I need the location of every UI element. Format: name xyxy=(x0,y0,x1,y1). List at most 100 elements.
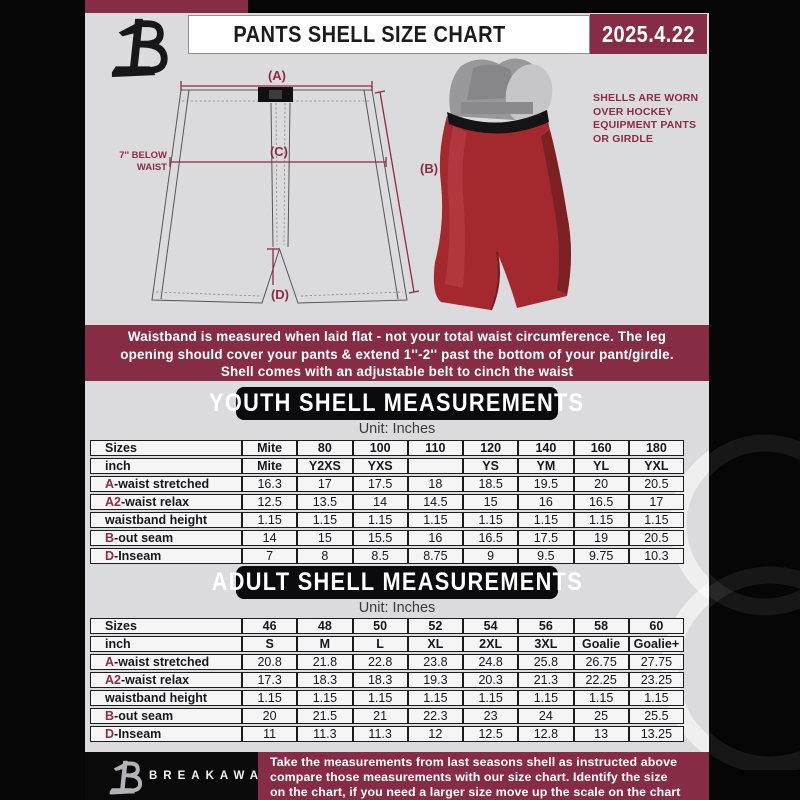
waist-note-line1: 7'' BELOW xyxy=(119,150,167,161)
cell: 120 xyxy=(463,440,519,456)
cell: 19 xyxy=(573,530,629,546)
cell: 19.5 xyxy=(518,476,574,492)
pants-photo-illustration xyxy=(433,58,571,311)
youth-section-title: YOUTH SHELL MEASUREMENTS xyxy=(209,389,585,417)
cell: 27.75 xyxy=(628,654,684,670)
label-a: (A) xyxy=(268,68,286,83)
table-row: waistband height 1.15 1.15 1.15 1.15 1.15 1.15… xyxy=(90,512,684,528)
cell: 1.15 xyxy=(352,512,408,528)
info-line: opening should cover your pants & extend… xyxy=(120,346,674,362)
date-text: 2025.4.22 xyxy=(602,20,695,47)
cell: 1.15 xyxy=(407,690,463,706)
cell: 19.3 xyxy=(407,672,463,688)
cell: 13.25 xyxy=(628,726,684,742)
cell: S xyxy=(242,636,298,652)
adult-section-title: ADULT SHELL MEASUREMENTS xyxy=(211,568,583,596)
table-row: B-out seam 20 21.5 21 22.3 23 24 25 25.5 xyxy=(90,708,684,724)
center-panel-left xyxy=(270,102,274,248)
table-row: A-waist stretched 20.8 21.8 22.8 23.8 24.8 25.… xyxy=(90,654,684,670)
cell: 20.3 xyxy=(463,672,519,688)
cell: 140 xyxy=(518,440,574,456)
cell: 12.5 xyxy=(463,726,519,742)
cell: 24 xyxy=(518,708,574,724)
info-line: Waistband is measured when laid flat - n… xyxy=(127,329,667,344)
cell: 13.5 xyxy=(297,494,353,510)
right-side-seam xyxy=(363,89,399,300)
cell: Mite xyxy=(242,458,298,474)
cell: 8.5 xyxy=(352,548,408,564)
side-note-line: OR GIRDLE xyxy=(593,132,654,145)
red-shell-highlight xyxy=(445,126,467,288)
cell: 80 xyxy=(297,440,353,456)
cell: Goalie xyxy=(573,636,629,652)
label-d: (D) xyxy=(271,287,289,302)
cell: 18.5 xyxy=(463,476,519,492)
cell: 20.5 xyxy=(628,476,684,492)
cell: 24.8 xyxy=(463,654,519,670)
adult-size-table: Sizes 46 48 50 52 54 56 58 60 inch S M L XL 2XL 3XL Goal… xyxy=(90,616,684,744)
measure-line-b xyxy=(374,90,420,294)
cell: 21 xyxy=(352,708,408,724)
cell: 14 xyxy=(352,494,408,510)
table-row: waistband height 1.15 1.15 1.15 1.15 1.15 1.15… xyxy=(90,690,684,706)
measure-line-d xyxy=(267,248,279,285)
cell: 17.3 xyxy=(242,672,298,688)
cell: 60 xyxy=(628,618,684,634)
cell: 16.5 xyxy=(463,530,519,546)
table-row: inch S M L XL 2XL 3XL Goalie Goalie+ xyxy=(90,636,684,652)
cell: 11.3 xyxy=(352,726,408,742)
cell: 18.3 xyxy=(352,672,408,688)
cell: M xyxy=(297,636,353,652)
cell: 7 xyxy=(242,548,298,564)
row-label: A2-waist relax xyxy=(90,672,242,688)
shell-waistband xyxy=(447,110,549,134)
page-title-text: PANTS SHELL SIZE CHART xyxy=(233,21,506,47)
cell: 14.5 xyxy=(407,494,463,510)
table-row: D-Inseam 11 11.3 11.3 12 12.5 12.8 13 13.25 xyxy=(90,726,684,742)
table-row: Sizes Mite 80 100 110 120 140 160 180 xyxy=(90,440,684,456)
cell: 20 xyxy=(573,476,629,492)
cell: 20.5 xyxy=(628,530,684,546)
cell: 1.15 xyxy=(573,512,629,528)
left-side-seam xyxy=(160,89,190,300)
cell: 56 xyxy=(518,618,574,634)
cell: 110 xyxy=(407,440,463,456)
cell: 13 xyxy=(573,726,629,742)
center-panel-right xyxy=(287,102,291,248)
cell: 23 xyxy=(463,708,519,724)
measure-line-c xyxy=(169,157,387,167)
girdle-shadow xyxy=(467,64,513,100)
cell: YM xyxy=(518,458,574,474)
cell: 1.15 xyxy=(463,512,519,528)
cell: 46 xyxy=(242,618,298,634)
cell: 1.15 xyxy=(297,690,353,706)
side-note-line: OVER HOCKEY xyxy=(593,105,673,118)
cell: YXL xyxy=(628,458,684,474)
row-label: A2-waist relax xyxy=(90,494,242,510)
footer-note-line: compare those measurements with our size… xyxy=(270,770,668,784)
cell: 16.3 xyxy=(242,476,298,492)
cell: 17.5 xyxy=(352,476,408,492)
cell: 1.15 xyxy=(463,690,519,706)
cell: 1.15 xyxy=(297,512,353,528)
cell: 9.75 xyxy=(573,548,629,564)
measure-line-a xyxy=(180,81,373,91)
youth-unit-label: Unit: Inches xyxy=(358,421,436,437)
cell: 1.15 xyxy=(573,690,629,706)
cell: 2XL xyxy=(463,636,519,652)
cell: 21.3 xyxy=(518,672,574,688)
cell: 22.25 xyxy=(573,672,629,688)
cell: Mite xyxy=(242,440,298,456)
footer-note-line: on the chart, if you need a larger size … xyxy=(270,785,681,799)
cell: 20.8 xyxy=(242,654,298,670)
cell: 23.8 xyxy=(407,654,463,670)
adult-unit-label: Unit: Inches xyxy=(358,600,436,616)
cell: 26.75 xyxy=(573,654,629,670)
top-black-stripe xyxy=(248,0,709,13)
cell: 10.3 xyxy=(628,548,684,564)
side-note: SHELLS ARE WORN OVER HOCKEY EQUIPMENT PA… xyxy=(593,92,709,146)
cell: 1.15 xyxy=(518,690,574,706)
side-note-line: EQUIPMENT PANTS xyxy=(593,119,697,131)
cell: 14 xyxy=(242,530,298,546)
youth-section-banner: YOUTH SHELL MEASUREMENTS xyxy=(209,387,583,420)
